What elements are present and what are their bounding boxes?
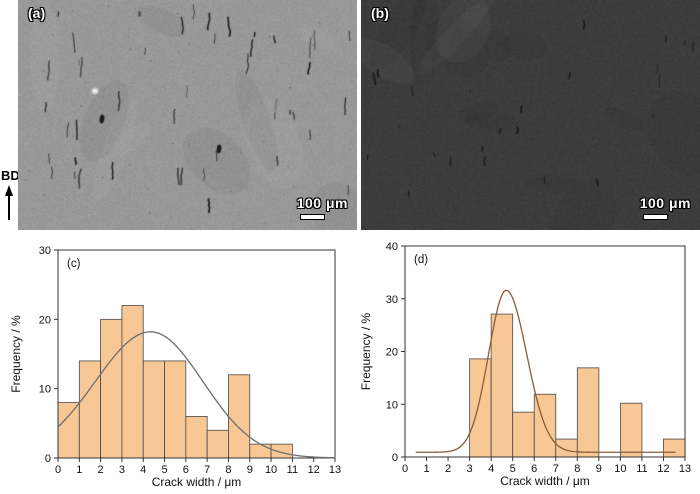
histogram-bar <box>619 402 643 458</box>
y-tick-label: 30 <box>386 294 398 306</box>
histogram-bar <box>228 374 251 459</box>
sem-panel-a: (a) 100 μm <box>18 0 357 230</box>
x-tick-label: 3 <box>119 464 125 476</box>
x-tick-label: 2 <box>98 464 104 476</box>
x-tick-label: 11 <box>636 463 647 475</box>
y-tick-label: 0 <box>392 452 398 464</box>
x-tick-label: 7 <box>204 464 210 476</box>
x-axis-title: Crack width / μm <box>500 474 590 488</box>
y-axis-title: Frequency / % <box>359 312 373 390</box>
histogram-bar <box>121 305 144 459</box>
x-axis-title: Crack width / μm <box>152 475 242 489</box>
x-tick-label: 10 <box>614 463 626 475</box>
panel-letter: (c) <box>67 258 81 270</box>
histogram-bar <box>57 402 80 459</box>
x-tick-label: 8 <box>225 464 231 476</box>
y-tick-label: 10 <box>39 384 51 396</box>
y-tick-label: 30 <box>39 245 51 257</box>
y-tick-label: 20 <box>386 347 398 359</box>
x-tick-label: 2 <box>445 463 451 475</box>
fit-curve <box>57 331 335 459</box>
y-tick-label: 10 <box>386 399 398 411</box>
x-tick-label: 6 <box>531 463 537 475</box>
x-tick-label: 3 <box>467 463 473 475</box>
x-tick-label: 1 <box>76 464 82 476</box>
histogram-bar <box>490 313 514 458</box>
y-tick-label: 0 <box>45 453 51 465</box>
sem-panel-b: (b) 100 μm <box>361 0 700 230</box>
x-tick-label: 4 <box>140 464 146 476</box>
y-tick-label: 40 <box>386 241 398 253</box>
x-tick-label: 9 <box>247 464 253 476</box>
histogram-bar <box>512 411 535 458</box>
histogram-bar <box>249 443 272 459</box>
scale-bar-text-b: 100 μm <box>639 195 691 211</box>
scale-bar-line-b <box>642 214 668 220</box>
build-direction-annotation: BD <box>0 168 20 221</box>
x-tick-label: 1 <box>423 463 429 475</box>
histogram-bar <box>469 358 492 458</box>
panel-label-a: (a) <box>28 5 46 21</box>
y-tick-label: 20 <box>39 314 51 326</box>
histogram-bar <box>142 360 165 459</box>
fit-curve <box>415 289 676 453</box>
histogram-bar <box>206 429 229 459</box>
x-tick-label: 10 <box>265 464 277 476</box>
x-tick-label: 9 <box>596 463 602 475</box>
build-direction-label: BD <box>1 168 20 183</box>
panel-letter: (d) <box>414 254 428 266</box>
y-axis-title: Frequency / % <box>9 315 23 393</box>
histogram-bar <box>555 438 578 458</box>
x-tick-label: 11 <box>287 464 298 476</box>
histogram-bar <box>78 360 102 459</box>
histogram-bar <box>100 318 123 459</box>
x-tick-label: 13 <box>329 464 341 476</box>
x-tick-label: 5 <box>161 464 167 476</box>
histogram-bar <box>663 438 686 458</box>
sem-micrograph-b <box>361 0 700 230</box>
x-tick-label: 12 <box>657 463 669 475</box>
x-tick-label: 0 <box>55 464 61 476</box>
plot-frame <box>57 249 336 459</box>
histogram-bar <box>164 360 187 459</box>
x-tick-label: 8 <box>574 463 580 475</box>
scale-bar-line-a <box>299 214 325 220</box>
x-tick-label: 6 <box>183 464 189 476</box>
x-tick-label: 13 <box>679 463 691 475</box>
x-tick-label: 12 <box>308 464 320 476</box>
panel-label-b: (b) <box>371 5 389 21</box>
scale-bar-a: 100 μm <box>297 196 348 220</box>
up-arrow-icon <box>5 185 13 220</box>
histogram-bar <box>270 443 293 459</box>
x-tick-label: 4 <box>488 463 494 475</box>
scale-bar-b: 100 μm <box>640 196 691 220</box>
x-tick-label: 5 <box>510 463 516 475</box>
histogram-bar <box>576 367 600 458</box>
sem-micrograph-a <box>18 0 357 230</box>
x-tick-label: 0 <box>402 463 408 475</box>
histogram-bar <box>185 415 208 459</box>
x-tick-label: 7 <box>553 463 559 475</box>
scale-bar-text-a: 100 μm <box>296 195 348 211</box>
